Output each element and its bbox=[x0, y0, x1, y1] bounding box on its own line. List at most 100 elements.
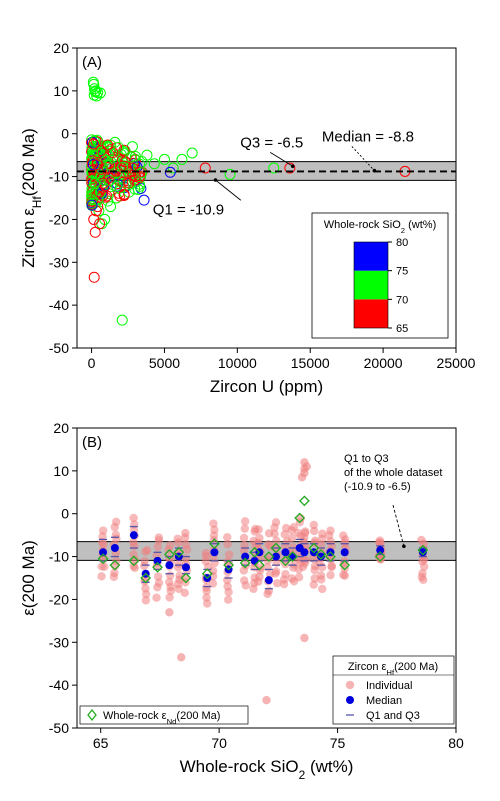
data-point bbox=[89, 177, 101, 188]
individual-point bbox=[165, 571, 175, 580]
individual-point bbox=[223, 539, 232, 549]
individual-point bbox=[294, 573, 304, 582]
individual-point bbox=[326, 526, 335, 535]
individual-point bbox=[177, 653, 186, 662]
data-point bbox=[117, 162, 129, 173]
y-axis-label: Zircon εHf(200 Ma) bbox=[19, 128, 44, 267]
individual-point bbox=[318, 529, 327, 538]
annotation-line: of the whole dataset bbox=[344, 467, 442, 479]
median-point bbox=[99, 548, 108, 557]
colorbar-title-tail: (wt%) bbox=[405, 219, 436, 231]
individual-point bbox=[375, 536, 385, 545]
annotation-arrow-head bbox=[290, 164, 295, 169]
x-tick-label: 65 bbox=[93, 735, 109, 751]
nd-point bbox=[253, 559, 265, 571]
individual-point bbox=[202, 583, 211, 592]
individual-point bbox=[264, 552, 274, 561]
annotation-arrow bbox=[270, 152, 293, 167]
nd-legend-box bbox=[79, 705, 249, 725]
data-point bbox=[123, 177, 135, 189]
individual-point bbox=[326, 570, 335, 580]
data-point bbox=[87, 159, 99, 170]
individual-point bbox=[310, 574, 319, 583]
individual-point bbox=[112, 556, 121, 566]
individual-point bbox=[418, 568, 427, 578]
median-point bbox=[129, 531, 138, 540]
individual-point bbox=[302, 462, 311, 471]
data-point bbox=[98, 174, 110, 186]
median-point bbox=[376, 546, 385, 555]
y-tick-label: -40 bbox=[49, 297, 69, 313]
individual-point bbox=[297, 473, 307, 482]
nd-point bbox=[287, 551, 298, 562]
x-tick-label: 0 bbox=[88, 355, 96, 371]
individual-point bbox=[224, 550, 234, 559]
median-point bbox=[153, 556, 162, 565]
median-point bbox=[281, 548, 290, 557]
data-point bbox=[93, 186, 105, 198]
nd-legend-label: Whole-rock εNd(200 Ma) bbox=[103, 710, 220, 726]
data-point bbox=[114, 190, 126, 202]
individual-point bbox=[287, 574, 297, 583]
x-axis-label-tail: (wt%) bbox=[305, 757, 353, 776]
individual-point bbox=[129, 537, 138, 547]
individual-point bbox=[316, 571, 326, 580]
nd-point bbox=[208, 538, 220, 550]
individual-point bbox=[240, 524, 250, 533]
data-point bbox=[176, 153, 188, 165]
data-point bbox=[138, 194, 150, 206]
median-point bbox=[316, 552, 325, 561]
individual-point bbox=[202, 593, 211, 602]
hf-legend-box bbox=[332, 655, 455, 725]
nd-point bbox=[325, 551, 336, 562]
panel-label: (B) bbox=[82, 434, 102, 451]
x-axis-label-sub: 2 bbox=[299, 768, 306, 782]
individual-point bbox=[173, 534, 182, 543]
legend-individual-marker bbox=[345, 680, 355, 690]
annotation-line: (-10.9 to -6.5) bbox=[344, 481, 411, 493]
data-point bbox=[199, 162, 211, 174]
colorbar-tick-label: 70 bbox=[396, 294, 408, 306]
nd-legend-label-main: Whole-rock ε bbox=[103, 710, 167, 722]
y-tick-label: 10 bbox=[53, 463, 69, 479]
individual-point bbox=[327, 561, 337, 571]
y-tick-label: -10 bbox=[49, 169, 69, 185]
data-point bbox=[186, 147, 198, 159]
data-point bbox=[158, 153, 170, 165]
y-tick-label: -30 bbox=[49, 634, 69, 650]
y-tick-label: -50 bbox=[49, 340, 69, 356]
plot-frame bbox=[76, 47, 457, 349]
data-point bbox=[94, 218, 106, 230]
x-axis-label: Whole-rock SiO2 (wt%) bbox=[180, 757, 354, 782]
nd-point bbox=[180, 572, 192, 584]
individual-point bbox=[254, 525, 263, 534]
y-tick-label: -20 bbox=[49, 211, 69, 227]
individual-point bbox=[174, 559, 184, 569]
individual-point bbox=[141, 596, 151, 605]
median-point bbox=[300, 548, 309, 557]
data-point bbox=[86, 195, 98, 207]
data-point bbox=[86, 194, 98, 206]
data-point bbox=[104, 159, 116, 171]
nd-point bbox=[173, 546, 185, 558]
median-point bbox=[340, 548, 349, 557]
data-point bbox=[224, 168, 236, 180]
colorbar-tick-label: 65 bbox=[396, 323, 408, 335]
annotation-line: Q1 to Q3 bbox=[344, 453, 389, 465]
hf-legend-title-tail: (200 Ma) bbox=[394, 661, 438, 673]
individual-point bbox=[223, 582, 232, 591]
hf-legend-title: Zircon εHf(200 Ma) bbox=[348, 661, 438, 677]
individual-point bbox=[165, 593, 174, 602]
individual-point bbox=[165, 608, 174, 617]
colorbar-bin bbox=[354, 299, 388, 328]
data-point bbox=[91, 90, 103, 102]
nd-point bbox=[97, 553, 109, 565]
nd-legend-label-sub: Nd bbox=[167, 717, 177, 726]
data-point bbox=[123, 186, 135, 198]
annotation-label: Q3 = -6.5 bbox=[240, 134, 303, 151]
data-point bbox=[136, 167, 148, 179]
individual-point bbox=[97, 562, 106, 571]
individual-point bbox=[208, 579, 218, 588]
data-point bbox=[92, 194, 104, 206]
data-point bbox=[91, 159, 103, 171]
